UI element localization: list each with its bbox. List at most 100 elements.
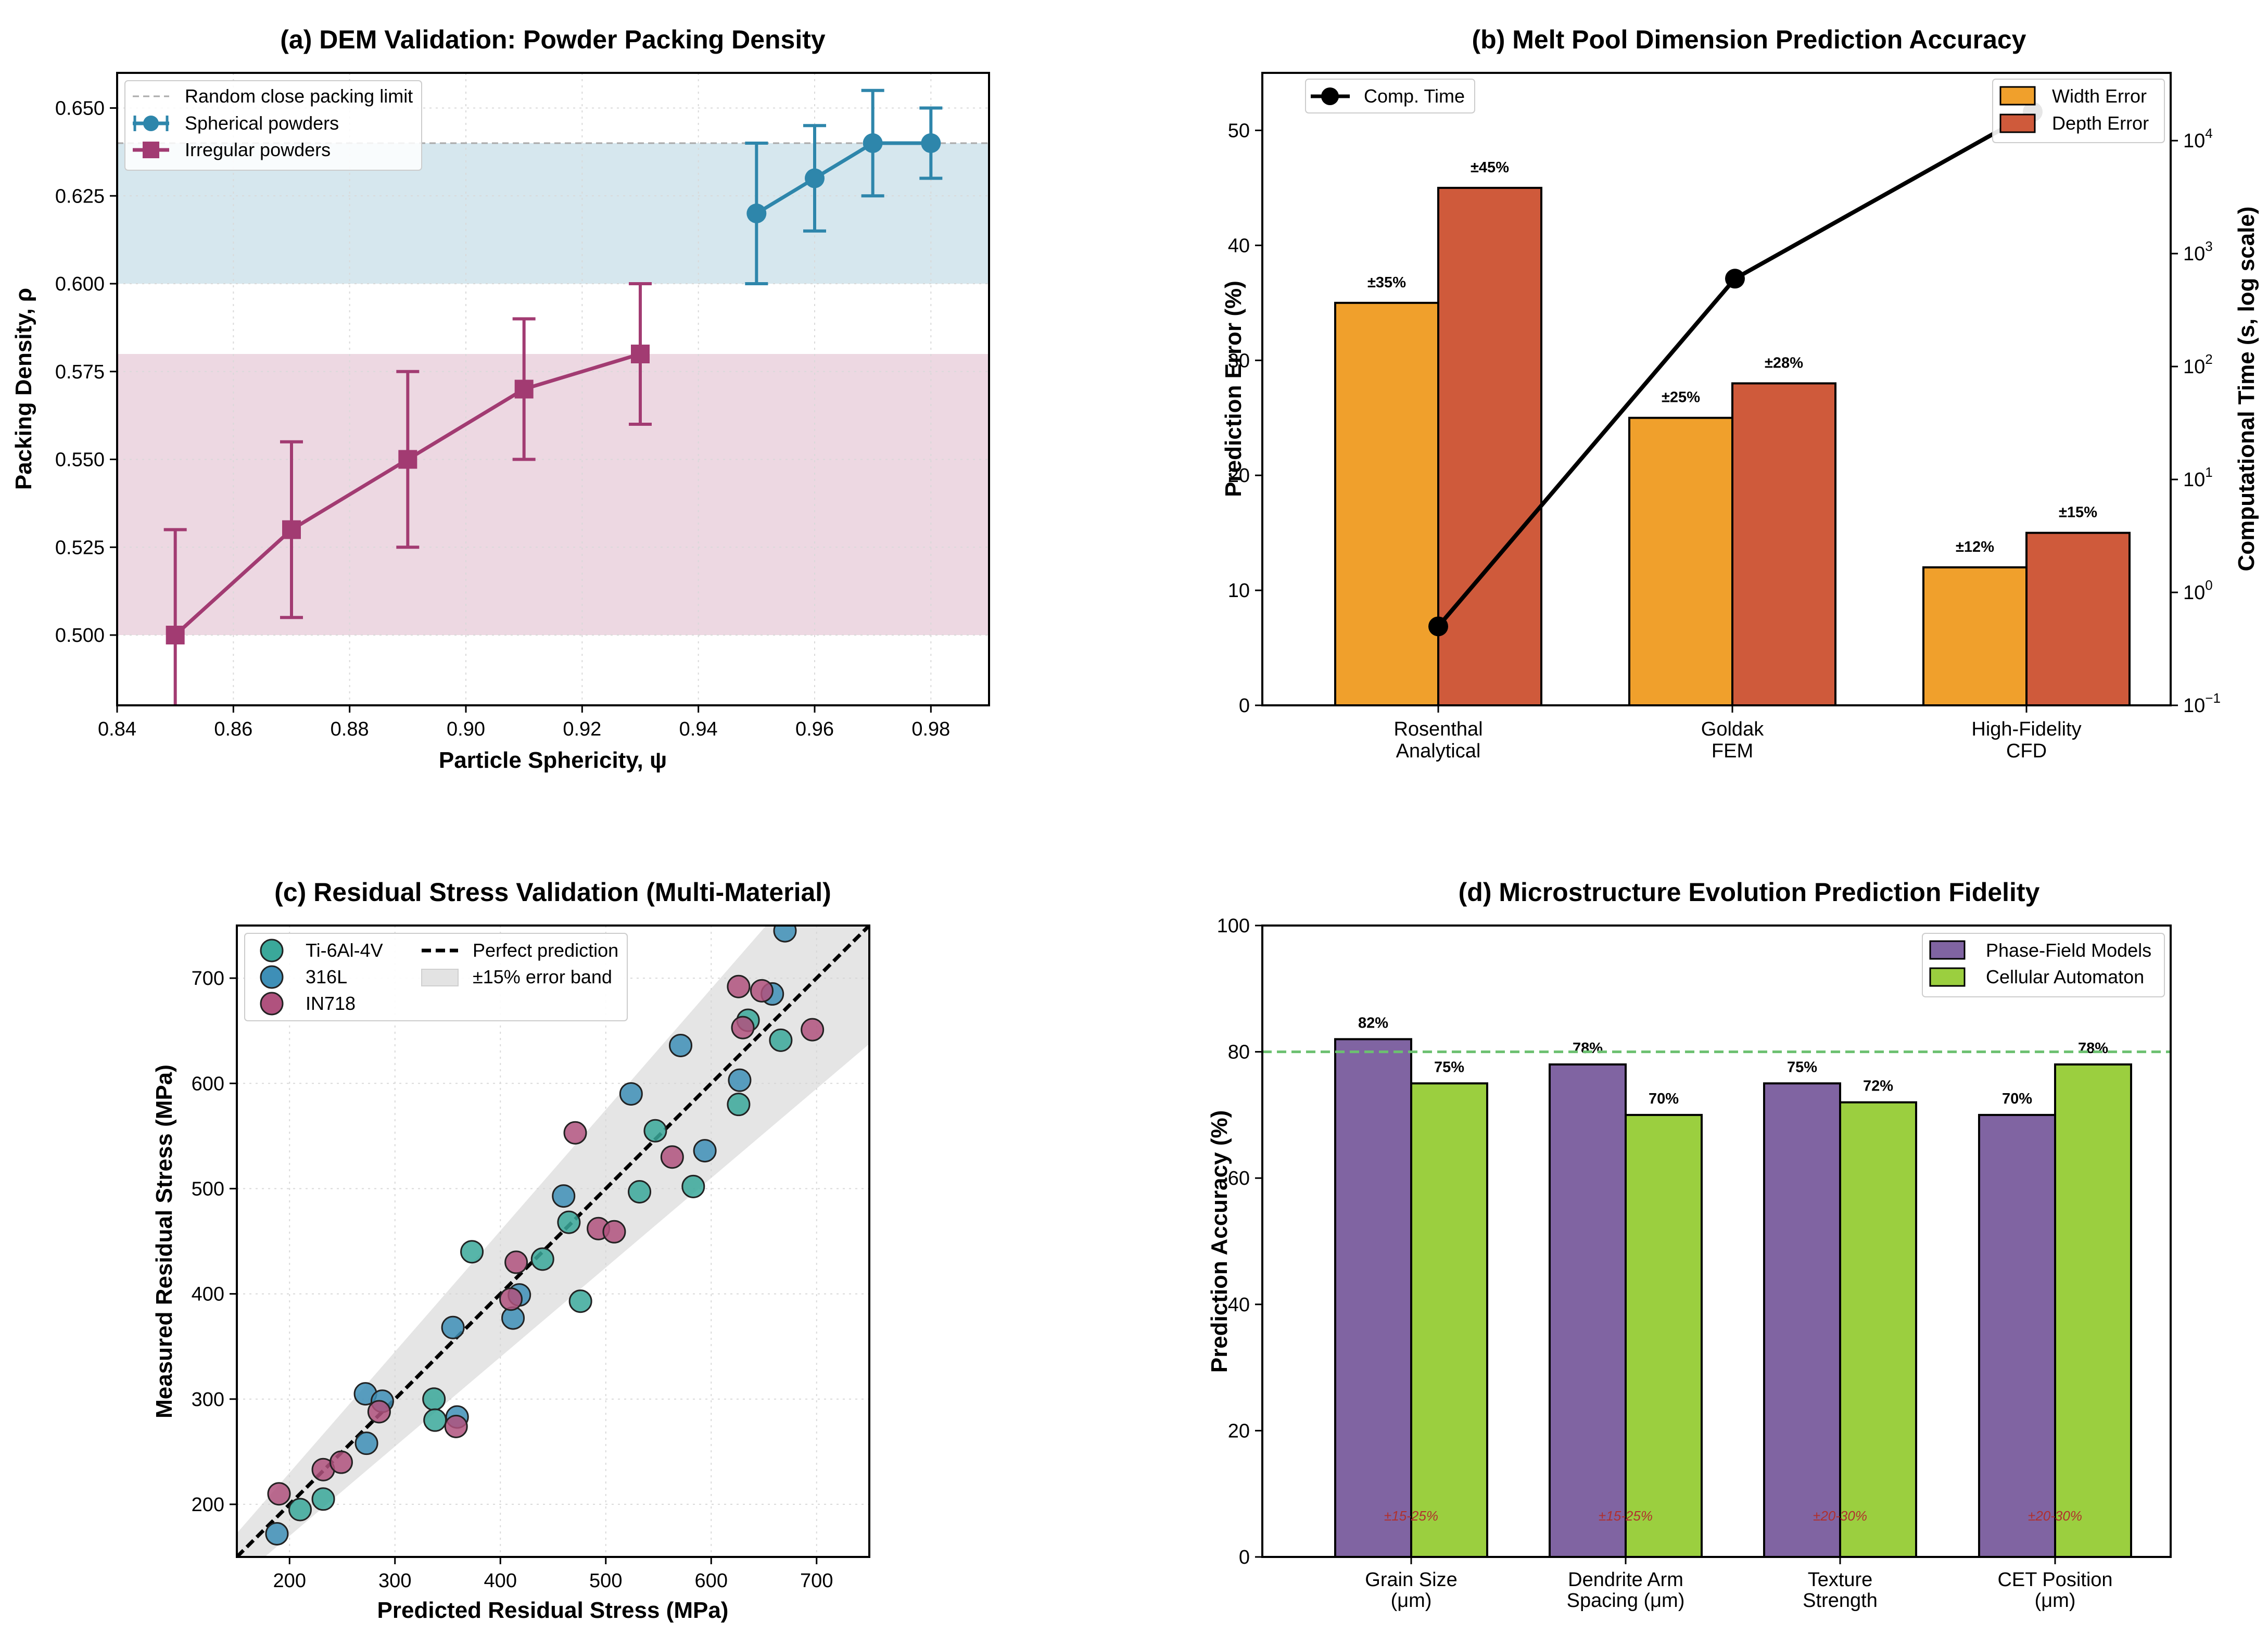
x-tick-label: 500	[589, 1570, 622, 1592]
y-tick-label: 700	[192, 968, 224, 990]
scatter-point	[311, 1487, 335, 1511]
y2-tick-label: 102	[2183, 351, 2213, 378]
scatter-point	[643, 1119, 667, 1143]
y-tick-label: 400	[192, 1284, 224, 1306]
bar-value-label: ±35%	[1367, 274, 1406, 291]
scatter-point	[423, 1408, 447, 1432]
x-tick-label: Strength	[1803, 1590, 1878, 1612]
bar	[2025, 531, 2131, 706]
y-tick-label: 50	[1228, 120, 1250, 142]
y-tick-label: 0	[1239, 1547, 1250, 1568]
scatter-point	[568, 1289, 592, 1313]
y2-tick-label: 104	[2183, 125, 2213, 152]
y-tick-label: 20	[1228, 465, 1250, 487]
legend-ti64: Ti-6Al-4V	[306, 940, 383, 961]
data-point	[398, 450, 417, 469]
panel-c-title: (c) Residual Stress Validation (Multi-Ma…	[274, 878, 831, 907]
y2-tick-base: 10	[2183, 356, 2205, 378]
legend-316l: 316L	[306, 966, 347, 987]
x-tick-label: Spacing (μm)	[1567, 1590, 1685, 1612]
legend-depth-error: Depth Error	[2052, 112, 2149, 134]
y-tick-label: 100	[1217, 915, 1250, 937]
bar	[1437, 186, 1542, 706]
x-tick-label: 0.98	[911, 718, 950, 740]
y-tick-label: 0.550	[55, 449, 105, 471]
x-tick-label: 0.86	[214, 718, 252, 740]
comp-time-point	[1725, 269, 1745, 289]
x-tick-label: Analytical	[1396, 740, 1481, 762]
bar-value-label: 75%	[1787, 1059, 1817, 1075]
scatter-point	[801, 1018, 825, 1042]
uncertainty-label: ±15-25%	[1599, 1508, 1653, 1524]
depth-error-bars: ±45% ±28% ±15%	[1437, 159, 2131, 706]
uncertainty-label: ±20-30%	[1813, 1508, 1867, 1524]
bar	[1839, 1101, 1917, 1558]
x-tick-label: Goldak	[1701, 718, 1764, 740]
y2-tick-exp: −1	[2205, 690, 2221, 706]
scatter-point	[460, 1240, 484, 1264]
legend-spherical: Spherical powders	[185, 112, 339, 134]
x-tick-label: (μm)	[2035, 1590, 2076, 1612]
series-line	[755, 141, 931, 215]
scatter-point	[669, 1033, 693, 1057]
scatter-point	[769, 1028, 793, 1052]
y-tick-label: 600	[192, 1073, 224, 1095]
legend-perfect: Perfect prediction	[473, 940, 618, 961]
panel-b-axes-frame	[1261, 72, 2172, 706]
y-tick-label: 200	[192, 1494, 224, 1516]
panel-c-axes-frame	[236, 924, 870, 1558]
scatter-point	[660, 1145, 684, 1169]
data-point	[514, 379, 534, 399]
width-error-bars: ±35% ±25% ±12%	[1334, 274, 2028, 706]
legend-rcp-limit: Random close packing limit	[185, 85, 413, 107]
panel-b-ylabel: Prediction Error (%)	[1221, 281, 1246, 497]
legend-phase-field: Phase-Field Models	[1986, 940, 2151, 961]
panel-c-legend: Ti-6Al-4V 316L IN718 Perfect prediction …	[244, 933, 628, 1021]
scatter-point	[750, 979, 774, 1003]
x-tick-label: 0.92	[563, 718, 601, 740]
bar	[1625, 1113, 1703, 1558]
x-tick-label: 0.90	[447, 718, 485, 740]
bar	[1763, 1082, 1841, 1558]
panel-b-melt-pool: (b) Melt Pool Dimension Prediction Accur…	[1221, 25, 2259, 762]
y2-tick-base: 10	[2183, 582, 2205, 604]
bar-value-label: 78%	[1573, 1040, 1603, 1057]
scatter-point	[727, 974, 751, 998]
x-tick-label: 600	[695, 1570, 728, 1592]
panel-a-title: (a) DEM Validation: Powder Packing Densi…	[280, 25, 826, 54]
x-tick-label: 400	[484, 1570, 517, 1592]
panel-a-xlabel: Particle Sphericity, ψ	[439, 748, 667, 773]
panel-c-ylabel: Measured Residual Stress (MPa)	[151, 1065, 177, 1418]
scatter-point	[727, 1093, 751, 1117]
x-tick-label: FEM	[1712, 740, 1753, 762]
panel-a-ylabel: Packing Density, ρ	[11, 288, 36, 490]
panel-d-ylabel: Prediction Accuracy (%)	[1207, 1110, 1232, 1373]
bar	[1628, 416, 1733, 706]
scatter-point	[563, 1121, 587, 1145]
uncertainty-label: ±15-25%	[1384, 1508, 1438, 1524]
legend-cellular-automaton: Cellular Automaton	[1986, 966, 2144, 987]
y2-tick-label: 10−1	[2183, 690, 2221, 717]
comp-time-point	[1428, 616, 1448, 637]
y-tick-label: 40	[1228, 1294, 1250, 1316]
data-point	[863, 133, 883, 153]
x-tick-label: 0.84	[98, 718, 136, 740]
y-tick-label: 300	[192, 1389, 224, 1411]
data-point	[166, 626, 185, 644]
panel-d-legend: Phase-Field Models Cellular Automaton	[1922, 933, 2165, 997]
y-tick-label: 40	[1228, 235, 1250, 257]
y2-tick-label: 103	[2183, 238, 2213, 265]
irregular-band	[117, 354, 989, 635]
scatter-point	[530, 1247, 554, 1271]
bar-value-label: 75%	[1434, 1059, 1464, 1075]
legend-width-error: Width Error	[2052, 85, 2147, 107]
scatter-point	[602, 1220, 626, 1244]
bar	[1978, 1113, 2056, 1558]
y2-tick-base: 10	[2183, 243, 2205, 265]
y-tick-label: 0.600	[55, 273, 105, 295]
legend-irregular: Irregular powders	[185, 139, 331, 160]
panel-d-axes-frame	[1261, 924, 2172, 1558]
scatter-point	[267, 1482, 291, 1506]
x-tick-label: 700	[800, 1570, 833, 1592]
bar-value-label: ±12%	[1956, 539, 1994, 555]
